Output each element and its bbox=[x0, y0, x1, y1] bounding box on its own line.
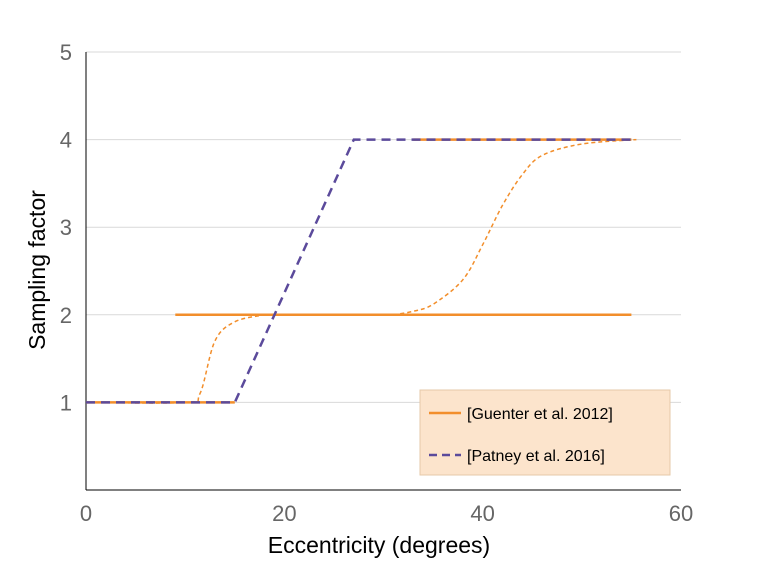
x-tick-label: 20 bbox=[272, 501, 296, 526]
axes bbox=[85, 52, 681, 491]
legend-label: [Patney et al. 2016] bbox=[467, 448, 605, 465]
x-tick-label: 0 bbox=[80, 501, 92, 526]
legend-label: [Guenter et al. 2012] bbox=[467, 406, 613, 423]
x-tick-label: 40 bbox=[470, 501, 494, 526]
y-tick-label: 2 bbox=[60, 303, 72, 328]
tick-labels: 1 2 3 4 5 0 20 40 60 bbox=[60, 40, 693, 526]
y-tick-label: 4 bbox=[60, 128, 72, 153]
x-axis-label: Eccentricity (degrees) bbox=[268, 532, 490, 558]
legend: [Guenter et al. 2012] [Patney et al. 2016… bbox=[419, 389, 671, 476]
y-tick-label: 5 bbox=[60, 40, 72, 65]
y-tick-label: 3 bbox=[60, 215, 72, 240]
series-dashed-line bbox=[86, 138, 637, 404]
x-tick-label: 60 bbox=[669, 501, 693, 526]
grid-lines bbox=[86, 51, 681, 403]
legend-box bbox=[419, 389, 671, 476]
y-tick-label: 1 bbox=[60, 390, 72, 415]
series-lines bbox=[85, 138, 637, 404]
series-dotted-segment-0 bbox=[85, 314, 265, 404]
series-dotted-segment-1 bbox=[393, 138, 637, 316]
y-axis-label: Sampling factor bbox=[24, 190, 50, 350]
